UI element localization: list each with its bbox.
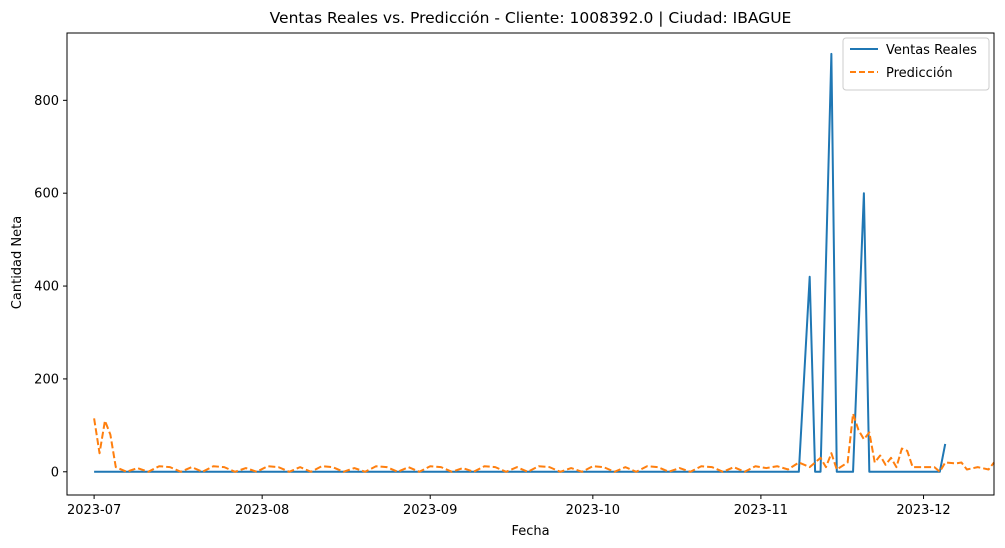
plot-area (93, 52, 995, 473)
x-tick-label: 2023-08 (235, 503, 289, 518)
x-axis: 2023-07 2023-08 2023-09 2023-10 2023-11 2023-… (67, 495, 951, 518)
x-tick-label: 2023-09 (403, 503, 457, 518)
y-tick-label: 200 (34, 372, 59, 387)
x-tick-label: 2023-07 (67, 503, 121, 518)
chart-title: Ventas Reales vs. Predicción - Cliente: … (270, 9, 792, 27)
x-tick-label: 2023-11 (734, 503, 788, 518)
y-tick-label: 600 (34, 187, 59, 202)
plot-frame (66, 32, 995, 496)
y-axis-title: Cantidad Neta (10, 216, 25, 309)
x-axis-title: Fecha (511, 524, 549, 539)
legend-label-prediccion: Predicción (886, 66, 953, 81)
legend: Ventas Reales Predicción (842, 37, 990, 91)
y-tick-label: 800 (34, 94, 59, 109)
legend-box (842, 37, 990, 91)
x-tick-label: 2023-12 (896, 503, 950, 518)
series-line-ventas-reales (94, 52, 947, 473)
x-tick-label: 2023-10 (566, 503, 620, 518)
y-axis: 0 200 400 600 800 (34, 94, 67, 480)
y-tick-label: 0 (51, 465, 59, 480)
y-tick-label: 400 (34, 280, 59, 295)
legend-label-ventas-reales: Ventas Reales (886, 43, 977, 58)
series-line-prediccion (93, 412, 995, 473)
